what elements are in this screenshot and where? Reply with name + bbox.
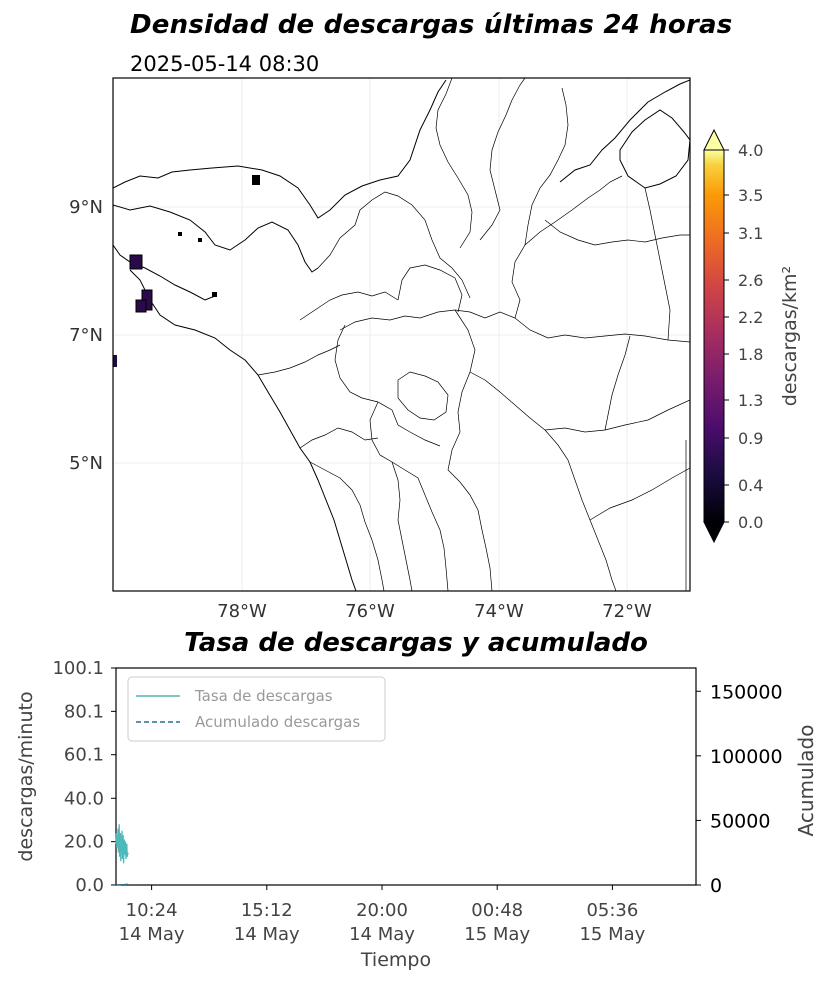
y2-tick-label: 0 — [710, 875, 722, 897]
lat-tick-label: 5°N — [69, 453, 103, 474]
y-tick-label: 40.0 — [64, 788, 104, 809]
lat-tick-label: 9°N — [69, 197, 103, 218]
colorbar-tick-label: 3.1 — [738, 224, 763, 243]
legend-box — [127, 676, 386, 742]
x-tick-date-label: 14 May — [119, 924, 185, 945]
y-tick-label: 60.1 — [64, 745, 104, 766]
x-tick-date-label: 14 May — [349, 924, 415, 945]
y2-tick-label: 50000 — [710, 810, 770, 832]
y-tick-label: 20.0 — [64, 832, 104, 853]
x-tick-date-label: 15 May — [464, 924, 530, 945]
y2-tick-label: 150000 — [710, 681, 783, 703]
map-area — [113, 78, 690, 591]
rate-chart: 0.0 20.0 40.0 60.1 80.1 100.1 0 50000 100000 1500… — [15, 658, 818, 971]
colorbar-tick-label: 3.5 — [738, 186, 763, 205]
density-cells — [113, 175, 260, 367]
y2-axis-label: Acumulado — [794, 725, 818, 837]
coastline — [113, 79, 690, 591]
x-tick-date-label: 15 May — [579, 924, 645, 945]
colorbar: 4.0 3.5 3.1 2.6 2.2 1.8 1.3 0.9 0.4 0.0 descargas… — [703, 128, 801, 544]
chart-title: Tasa de descargas y acumulado — [184, 628, 648, 658]
rate-series-line — [115, 824, 129, 864]
colorbar-tick-label: 1.8 — [738, 345, 763, 364]
x-tick-label: 20:00 — [356, 900, 408, 921]
map-title: Densidad de descargas últimas 24 horas — [130, 10, 733, 40]
legend-label: Tasa de descargas — [194, 687, 333, 705]
colorbar-label: descargas/km² — [779, 266, 801, 406]
lon-tick-label: 78°W — [217, 601, 267, 622]
cumulative-series-line — [115, 883, 129, 886]
x-tick-label: 15:12 — [241, 900, 293, 921]
y-tick-label: 0.0 — [75, 875, 104, 896]
chart-legend: Tasa de descargas Acumulado descargas — [127, 676, 386, 742]
colorbar-tick-label: 1.3 — [738, 391, 763, 410]
x-tick-label: 00:48 — [471, 900, 523, 921]
lon-tick-label: 76°W — [345, 601, 395, 622]
colorbar-tick-label: 2.6 — [738, 271, 763, 290]
chart-plot: 0.0 20.0 40.0 60.1 80.1 100.1 0 50000 100000 1500… — [15, 658, 818, 971]
colorbar-tick-label: 0.9 — [738, 429, 763, 448]
y-tick-label: 100.1 — [52, 658, 104, 679]
y2-tick-label: 100000 — [710, 746, 783, 768]
x-tick-label: 10:24 — [126, 900, 178, 921]
colorbar-tick-label: 2.2 — [738, 308, 763, 327]
y-axis-label: descargas/minuto — [15, 691, 37, 861]
x-tick-date-label: 14 May — [234, 924, 300, 945]
lightning-density-map: 78°W 76°W 74°W 72°W 9°N 7°N 5°N 4.0 3.5 3.… — [69, 77, 801, 622]
y-tick-label: 80.1 — [64, 701, 104, 722]
colorbar-tick-label: 0.4 — [738, 476, 763, 495]
admin-boundaries — [257, 78, 690, 591]
lat-tick-label: 7°N — [69, 325, 103, 346]
colorbar-tick-label: 0.0 — [738, 513, 763, 532]
lon-tick-label: 72°W — [602, 601, 652, 622]
x-tick-label: 05:36 — [586, 900, 638, 921]
legend-label: Acumulado descargas — [195, 713, 360, 731]
x-axis-label: Tiempo — [360, 949, 431, 971]
map-subtitle: 2025-05-14 08:30 — [130, 52, 320, 76]
colorbar-tick-label: 4.0 — [738, 141, 763, 160]
lon-tick-label: 74°W — [474, 601, 524, 622]
